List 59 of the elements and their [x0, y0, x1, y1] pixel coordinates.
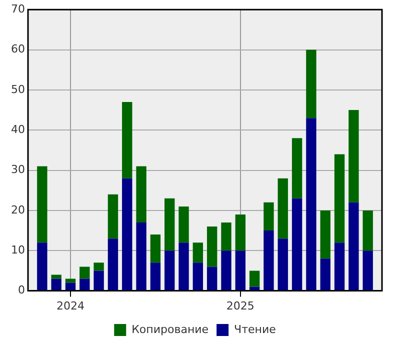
y-tick-label: 10: [10, 243, 25, 256]
y-tick-label: 40: [10, 122, 25, 136]
bar: [164, 250, 175, 290]
bar: [221, 222, 232, 251]
bar: [192, 242, 204, 263]
bar: [136, 166, 146, 223]
bar: [122, 178, 132, 290]
bar: [320, 258, 330, 290]
bar: [80, 278, 90, 290]
bar: [65, 282, 76, 290]
bar: [348, 202, 359, 290]
bar: [206, 266, 218, 290]
bar: [37, 166, 48, 243]
bar: [306, 50, 316, 118]
bar: [136, 222, 146, 290]
bar: [348, 110, 359, 202]
bar: [264, 230, 274, 290]
bar: [122, 102, 132, 178]
bar: [178, 242, 189, 290]
bar: [306, 118, 316, 290]
bar: [235, 214, 246, 251]
bar: [178, 206, 189, 243]
bar: [235, 250, 246, 290]
bar: [362, 210, 373, 251]
bar: [320, 210, 330, 259]
bar: [94, 262, 104, 271]
bar: [206, 226, 218, 267]
y-tick-label: 20: [10, 203, 25, 216]
y-tick-label: 0: [18, 284, 25, 297]
bar: [278, 238, 288, 290]
bar: [249, 270, 260, 287]
x-tick-label: 2025: [226, 299, 254, 312]
bar: [37, 242, 48, 290]
legend-label: Чтение: [234, 322, 276, 336]
x-tick-label: 2024: [56, 299, 84, 312]
bar: [292, 198, 302, 290]
bar: [65, 278, 76, 283]
bar: [334, 154, 345, 243]
bar: [192, 262, 204, 290]
bar: [108, 194, 118, 239]
bar: [264, 202, 274, 231]
bar: [292, 138, 302, 198]
bar: [51, 278, 62, 290]
y-tick-label: 50: [10, 82, 25, 96]
bar: [150, 234, 161, 263]
bar: [108, 238, 118, 290]
bar: [278, 178, 288, 239]
bar: [51, 274, 62, 279]
bar: [164, 198, 175, 251]
y-tick-label: 60: [10, 42, 25, 56]
bar: [150, 262, 161, 290]
y-tick-label: 70: [10, 2, 25, 16]
legend-label: Копирование: [132, 322, 209, 336]
bar: [362, 250, 373, 290]
bar: [80, 266, 90, 279]
bar: [94, 270, 104, 290]
bar: [221, 250, 232, 290]
y-tick-label: 30: [10, 163, 25, 176]
bar: [334, 242, 345, 290]
